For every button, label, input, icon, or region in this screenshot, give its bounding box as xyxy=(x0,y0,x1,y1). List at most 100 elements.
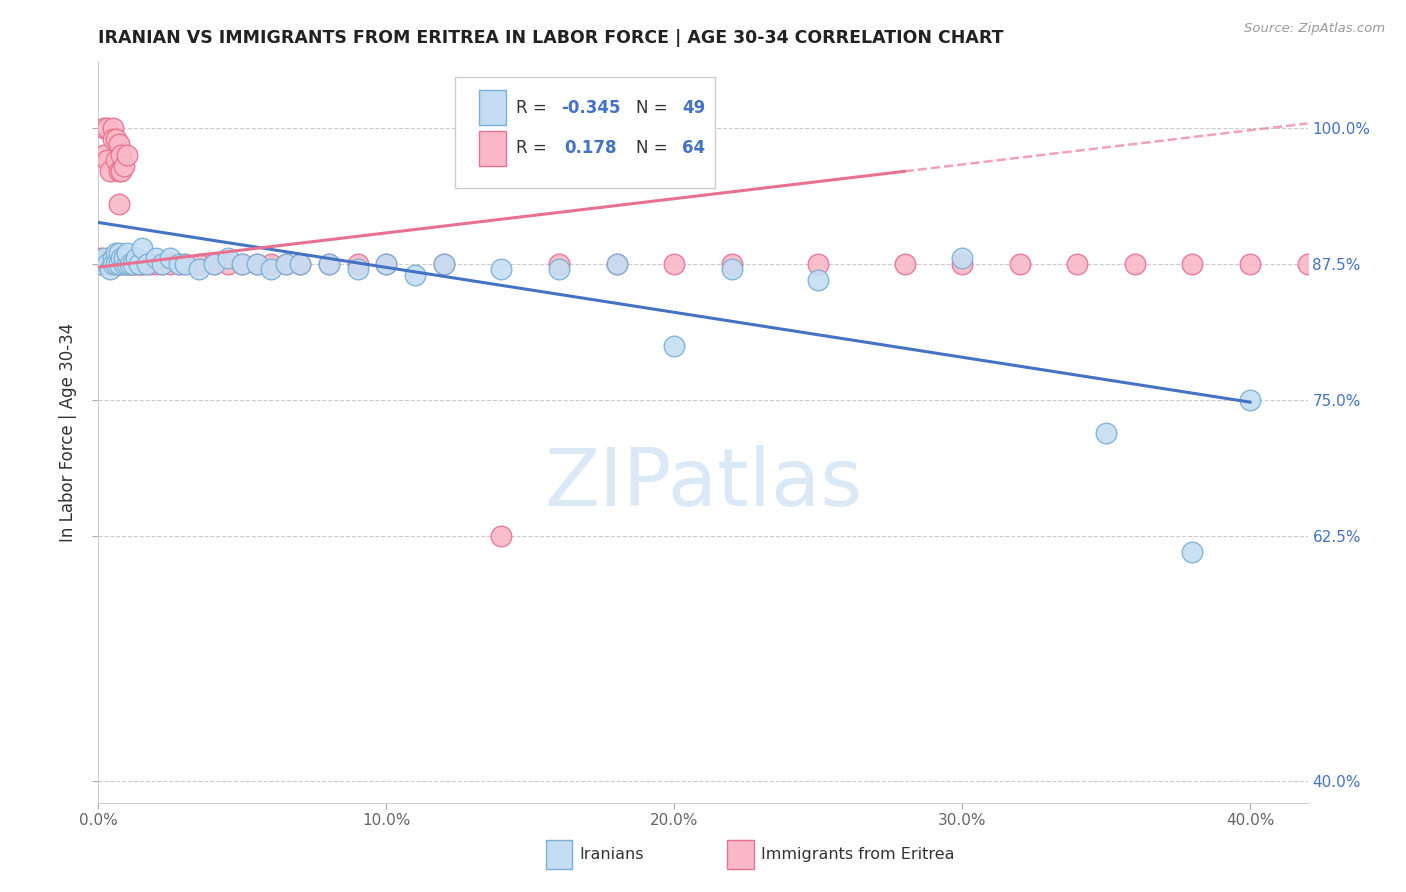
Point xyxy=(110,164,132,178)
Point xyxy=(122,257,145,271)
Point xyxy=(159,257,181,271)
Point xyxy=(104,153,127,168)
Point xyxy=(115,257,138,271)
Point xyxy=(167,257,190,271)
Text: 49: 49 xyxy=(682,99,706,117)
Point xyxy=(98,252,121,266)
Point xyxy=(720,257,742,271)
Point xyxy=(150,257,173,271)
Point xyxy=(606,257,628,271)
Point xyxy=(231,257,253,271)
Point xyxy=(134,257,156,271)
Text: Immigrants from Eritrea: Immigrants from Eritrea xyxy=(761,847,955,863)
Point xyxy=(346,262,368,277)
Point xyxy=(145,252,167,266)
Point xyxy=(120,257,142,271)
Point xyxy=(101,131,124,145)
Point xyxy=(260,257,283,271)
Point xyxy=(112,257,135,271)
Point xyxy=(159,252,181,266)
Point xyxy=(107,257,129,271)
Point xyxy=(173,257,195,271)
Point xyxy=(491,529,513,543)
Point xyxy=(404,268,426,282)
Point xyxy=(1354,257,1376,271)
Point xyxy=(115,148,138,162)
Point xyxy=(112,252,135,266)
Point xyxy=(1181,257,1204,271)
Text: R =: R = xyxy=(516,99,551,117)
Point xyxy=(101,120,124,135)
Y-axis label: In Labor Force | Age 30-34: In Labor Force | Age 30-34 xyxy=(59,323,77,542)
Point xyxy=(107,257,129,271)
Point xyxy=(433,257,456,271)
Point xyxy=(1008,257,1031,271)
Point xyxy=(167,257,190,271)
Point xyxy=(96,120,118,135)
Bar xyxy=(727,840,754,870)
Point xyxy=(893,257,915,271)
Point xyxy=(125,257,148,271)
Point xyxy=(93,252,115,266)
Point xyxy=(104,246,127,260)
Point xyxy=(90,252,112,266)
Point xyxy=(274,257,297,271)
Point xyxy=(491,262,513,277)
Text: IRANIAN VS IMMIGRANTS FROM ERITREA IN LABOR FORCE | AGE 30-34 CORRELATION CHART: IRANIAN VS IMMIGRANTS FROM ERITREA IN LA… xyxy=(98,29,1004,47)
Point xyxy=(104,257,127,271)
Point xyxy=(112,257,135,271)
Point xyxy=(110,257,132,271)
Point xyxy=(110,252,132,266)
Point xyxy=(548,257,571,271)
Point xyxy=(288,257,311,271)
Point xyxy=(112,159,135,173)
Point xyxy=(173,257,195,271)
Point xyxy=(1095,425,1118,440)
Text: ZIPatlas: ZIPatlas xyxy=(544,445,862,524)
Point xyxy=(246,257,269,271)
Point xyxy=(122,257,145,271)
Bar xyxy=(546,840,572,870)
Point xyxy=(1123,257,1146,271)
Point xyxy=(664,257,686,271)
Point xyxy=(217,252,239,266)
Point xyxy=(98,164,121,178)
Point xyxy=(217,257,239,271)
Point xyxy=(90,257,112,271)
Point xyxy=(318,257,340,271)
Point xyxy=(375,257,398,271)
Point xyxy=(950,257,973,271)
Text: R =: R = xyxy=(516,139,551,157)
Point xyxy=(110,148,132,162)
Point xyxy=(1066,257,1088,271)
FancyBboxPatch shape xyxy=(456,78,716,188)
Text: Iranians: Iranians xyxy=(579,847,644,863)
Point xyxy=(115,246,138,260)
Point xyxy=(1296,257,1319,271)
Point xyxy=(202,257,225,271)
Point xyxy=(548,262,571,277)
Point xyxy=(93,148,115,162)
Point xyxy=(107,197,129,211)
Point xyxy=(375,257,398,271)
Point xyxy=(807,273,830,287)
Text: -0.345: -0.345 xyxy=(561,99,621,117)
Text: 64: 64 xyxy=(682,139,706,157)
Point xyxy=(128,257,150,271)
Point xyxy=(107,137,129,152)
Point xyxy=(188,257,211,271)
Text: N =: N = xyxy=(637,99,673,117)
Point xyxy=(1239,257,1261,271)
Point xyxy=(128,257,150,271)
Point xyxy=(606,257,628,271)
Point xyxy=(288,257,311,271)
Point xyxy=(139,257,162,271)
Point xyxy=(807,257,830,271)
Bar xyxy=(479,130,506,166)
Point xyxy=(950,252,973,266)
Point xyxy=(145,257,167,271)
Point xyxy=(346,257,368,271)
Point xyxy=(188,262,211,277)
Point xyxy=(664,338,686,352)
Point xyxy=(104,257,127,271)
